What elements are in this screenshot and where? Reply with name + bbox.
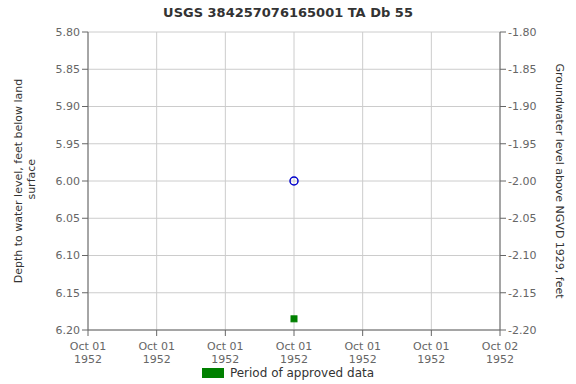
svg-text:5.85: 5.85 <box>56 63 81 76</box>
svg-text:Oct 011952: Oct 011952 <box>138 340 175 366</box>
svg-text:6.05: 6.05 <box>56 212 81 225</box>
svg-text:6.10: 6.10 <box>56 249 81 262</box>
html-text:Period of approved data: Period of approved data <box>229 366 375 380</box>
html-text:USGS 384257076165001 TA Db 55: USGS 384257076165001 TA Db 55 <box>163 5 413 20</box>
svg-text:-1.90: -1.90 <box>508 100 536 113</box>
svg-text:-1.85: -1.85 <box>508 63 536 76</box>
svg-text:Depth to water level, feet bel: Depth to water level, feet below land su… <box>12 79 38 284</box>
svg-text:Oct 011952: Oct 011952 <box>413 340 450 366</box>
svg-text:-2.10: -2.10 <box>508 249 536 262</box>
svg-text:-2.15: -2.15 <box>508 287 536 300</box>
svg-text:5.95: 5.95 <box>56 138 81 151</box>
svg-text:Oct 021952: Oct 021952 <box>482 340 519 366</box>
svg-text:-2.05: -2.05 <box>508 212 536 225</box>
svg-text:-1.80: -1.80 <box>508 26 536 39</box>
svg-text:-2.00: -2.00 <box>508 175 536 188</box>
svg-text:Oct 011952: Oct 011952 <box>207 340 244 366</box>
svg-text:-2.20: -2.20 <box>508 324 536 337</box>
svg-text:Oct 011952: Oct 011952 <box>344 340 381 366</box>
svg-text:Oct 011952: Oct 011952 <box>70 340 107 366</box>
svg-text:Groundwater level above NGVD 1: Groundwater level above NGVD 1929, feet <box>553 63 566 299</box>
svg-text:6.15: 6.15 <box>56 287 81 300</box>
svg-text:-1.95: -1.95 <box>508 138 536 151</box>
svg-text:6.00: 6.00 <box>56 175 81 188</box>
svg-text:5.80: 5.80 <box>56 26 81 39</box>
svg-text:5.90: 5.90 <box>56 100 81 113</box>
svg-text:Oct 011952: Oct 011952 <box>276 340 313 366</box>
svg-text:6.20: 6.20 <box>56 324 81 337</box>
